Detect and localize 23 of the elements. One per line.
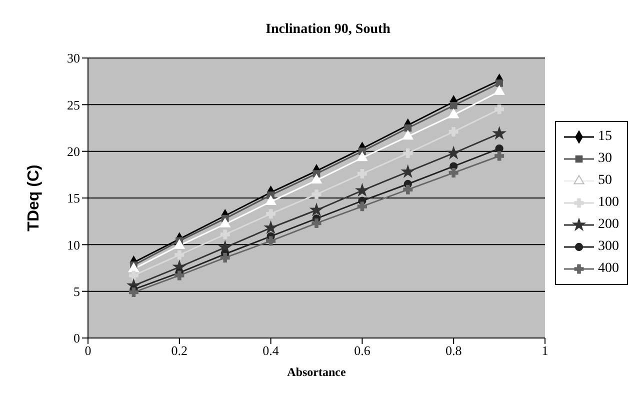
legend-label: 50	[598, 172, 612, 190]
y-tick-label: 30	[67, 50, 80, 66]
legend-label: 200	[598, 216, 619, 234]
x-tick-label: 0	[84, 343, 92, 358]
legend-label: 15	[598, 128, 612, 146]
x-tick-label: 0.8	[445, 343, 462, 358]
y-tick-label: 0	[74, 330, 80, 346]
x-tick-label: 1	[542, 343, 548, 358]
y-tick-label: 5	[74, 284, 80, 299]
legend-label: 30	[598, 150, 612, 168]
legend-label: 300	[598, 238, 619, 256]
x-tick-label: 0.4	[262, 343, 280, 358]
y-tick-label: 25	[67, 97, 80, 112]
y-tick-label: 20	[67, 144, 80, 159]
x-tick-label: 0.6	[354, 343, 371, 358]
x-tick-label: 0.2	[171, 343, 188, 358]
y-tick-label: 10	[67, 237, 80, 252]
y-tick-label: 15	[67, 190, 80, 206]
legend-label: 400	[598, 260, 619, 278]
y-axis-title: TDeq (C)	[26, 164, 43, 232]
legend-label: 100	[598, 194, 619, 212]
chart-title: Inclination 90, South	[264, 22, 392, 38]
x-axis-title: Absortance	[287, 365, 346, 379]
